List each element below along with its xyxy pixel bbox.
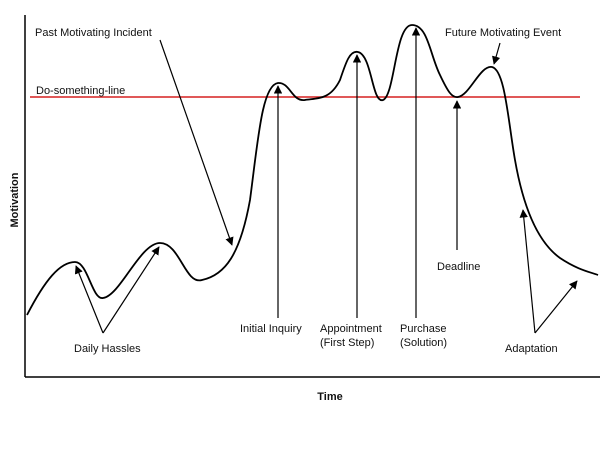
annotation: Adaptation [505,343,558,355]
arrow [492,42,501,65]
y-axis-label: Motivation [9,172,21,227]
annotation: (Solution) [400,337,447,349]
annotation: Purchase [400,323,446,335]
x-axis-label: Time [317,391,342,403]
motivation-curve [26,24,599,316]
annotation: (First Step) [320,337,374,349]
threshold-label: Do-something-line [36,85,125,97]
annotation: Initial Inquiry [240,323,302,335]
annotation: Past Motivating Incident [35,27,152,39]
annotation: Daily Hassles [74,343,141,355]
annotation: Appointment [320,323,382,335]
arrow [74,265,104,334]
arrow [534,280,578,334]
arrow [102,246,160,334]
arrow [519,209,536,334]
annotation: Deadline [437,261,480,273]
arrow [159,39,234,246]
annotation: Future Motivating Event [445,27,561,39]
